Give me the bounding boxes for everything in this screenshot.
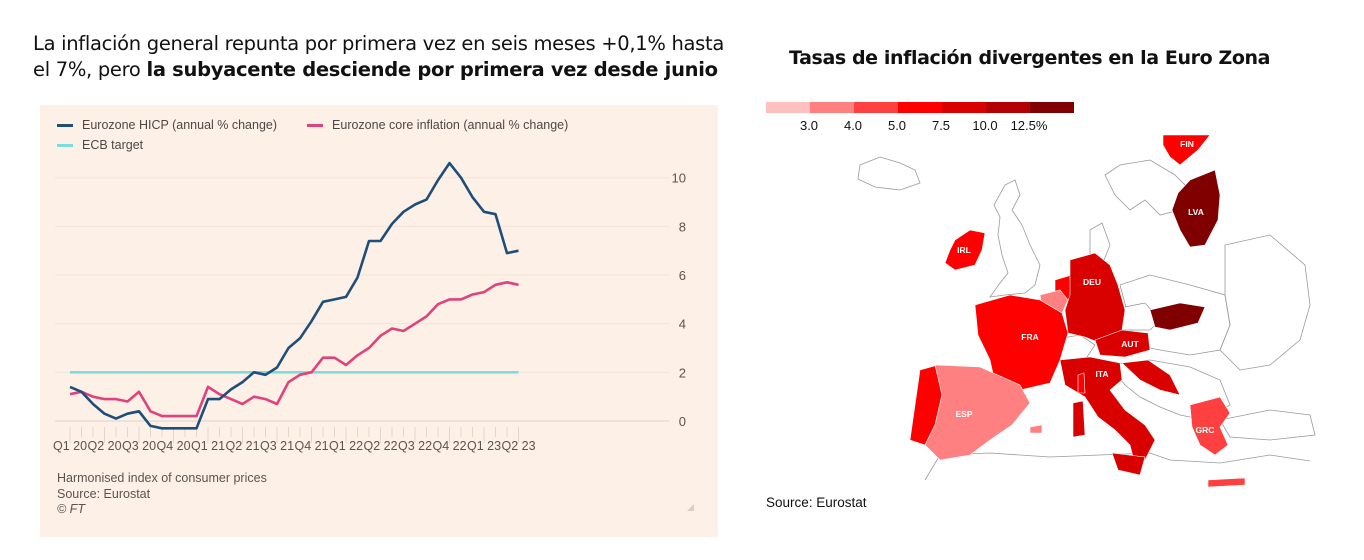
color-scale-bin <box>854 102 898 113</box>
chart-copyright: © FT <box>57 502 85 516</box>
country-hrv-svn <box>1121 359 1181 396</box>
country-irl <box>944 229 986 271</box>
country-esp-baleares <box>1029 424 1043 434</box>
series-line-core <box>69 281 519 418</box>
country-lva <box>1171 169 1221 248</box>
map-source: Source: Eurostat <box>766 495 867 510</box>
country-label-fin: FIN <box>1180 139 1194 149</box>
color-scale-bin <box>986 102 1030 113</box>
belarus-ukraine-outline <box>1219 234 1311 371</box>
x-tick-label: Q4 21 <box>294 439 328 453</box>
color-scale-bin <box>898 102 942 113</box>
resize-corner-icon <box>687 504 694 511</box>
color-scale-bin <box>942 102 986 113</box>
country-svk <box>1149 302 1206 331</box>
country-label-irl: IRL <box>957 245 971 255</box>
color-scale-bin <box>810 102 854 113</box>
legend-swatch-ecb <box>57 143 73 147</box>
country-label-deu: DEU <box>1083 277 1101 287</box>
turkey-outline <box>1219 409 1316 441</box>
ft-chart-panel: 0 2 4 6 8 10 Q1 20 Q2 20 Q3 20 Q4 20 Q1 21 Q2 21 Q3 … <box>40 105 718 537</box>
x-tick-label: Q1 22 <box>329 439 363 453</box>
color-scale-label: 5.0 <box>887 118 907 133</box>
y-tick-label: 10 <box>672 171 686 186</box>
great-britain-outline <box>989 179 1041 298</box>
headline-bold: la subyacente desciende por primera vez … <box>146 58 718 81</box>
color-scale-label: 12.5% <box>1010 118 1048 133</box>
x-tick-label: Q3 21 <box>260 439 294 453</box>
x-tick-label: Q2 22 <box>363 439 397 453</box>
country-label-lva: LVA <box>1188 207 1204 217</box>
country-ita-sicily <box>1111 452 1146 476</box>
color-scale-bin <box>766 102 810 113</box>
country-fra <box>974 294 1069 391</box>
country-deu <box>1064 252 1126 346</box>
headline-regular: La inflación general repunta por primera… <box>33 32 725 81</box>
country-label-esp: ESP <box>955 409 972 419</box>
country-label-ita: ITA <box>1095 369 1108 379</box>
headline: La inflación general repunta por primera… <box>33 31 733 83</box>
country-ita-sardinia <box>1072 400 1086 438</box>
country-label-aut: AUT <box>1121 339 1139 349</box>
x-tick-label: Q1 20 <box>53 439 87 453</box>
map-color-scale: 3.0 4.0 5.0 7.5 10.0 12.5% <box>766 102 1074 133</box>
x-tick-label: Q3 22 <box>398 439 432 453</box>
country-fra-corsica <box>1077 372 1086 394</box>
country-grc <box>1189 396 1231 456</box>
color-scale-label: 4.0 <box>843 118 863 133</box>
legend-label-hicp: Eurozone HICP (annual % change) <box>82 118 278 132</box>
x-tick-label: Q4 22 <box>432 439 466 453</box>
country-fin <box>1162 135 1211 166</box>
color-scale-labels: 3.0 4.0 5.0 7.5 10.0 12.5% <box>766 113 1074 133</box>
color-scale-bar <box>766 102 1074 113</box>
x-tick-label: Q4 20 <box>156 439 190 453</box>
legend-item-core: Eurozone core inflation (annual % change… <box>307 118 568 132</box>
y-tick-label: 8 <box>679 219 686 234</box>
x-tick-label: Q1 21 <box>191 439 225 453</box>
chart-source: Source: Eurostat <box>57 486 151 501</box>
country-esp <box>924 364 1031 461</box>
color-scale-bin <box>1030 102 1074 113</box>
europe-map: FIN LVA IRL DEU FRA AUT ITA ESP GRC <box>857 135 1316 488</box>
chart-note: Harmonised index of consumer prices <box>57 471 267 485</box>
color-scale-label: 7.5 <box>931 118 951 133</box>
x-tick-label: Q3 20 <box>122 439 156 453</box>
color-scale-label: 10.0 <box>972 118 998 133</box>
chart-footer: Harmonised index of consumer prices Sour… <box>57 471 267 518</box>
legend-label-ecb: ECB target <box>82 138 144 152</box>
legend-item-hicp: Eurozone HICP (annual % change) <box>57 118 277 132</box>
y-tick-label: 2 <box>679 365 686 380</box>
color-scale-label: 3.0 <box>799 118 819 133</box>
y-tick-label: 0 <box>679 414 686 429</box>
y-tick-label: 4 <box>679 317 686 332</box>
x-tick-label: Q1 23 <box>467 439 501 453</box>
x-tick-label: Q2 20 <box>87 439 121 453</box>
country-label-grc: GRC <box>1196 425 1215 435</box>
country-aut <box>1094 329 1151 358</box>
legend-swatch-core <box>307 123 324 127</box>
y-tick-label: 6 <box>679 268 686 283</box>
legend-item-ecb: ECB target <box>57 138 143 152</box>
map-title: Tasas de inflación divergentes en la Eur… <box>789 47 1271 69</box>
x-tick-label: Q2 21 <box>225 439 259 453</box>
legend-label-core: Eurozone core inflation (annual % change… <box>332 118 569 132</box>
country-grc-crete <box>1207 477 1246 488</box>
legend-swatch-hicp <box>57 123 73 127</box>
country-label-fra: FRA <box>1021 332 1038 342</box>
iceland-outline <box>857 156 921 191</box>
chart-legend: Eurozone HICP (annual % change) Eurozone… <box>57 115 598 155</box>
series-line-hicp <box>69 161 519 430</box>
x-tick-label: Q2 23 <box>501 439 535 453</box>
